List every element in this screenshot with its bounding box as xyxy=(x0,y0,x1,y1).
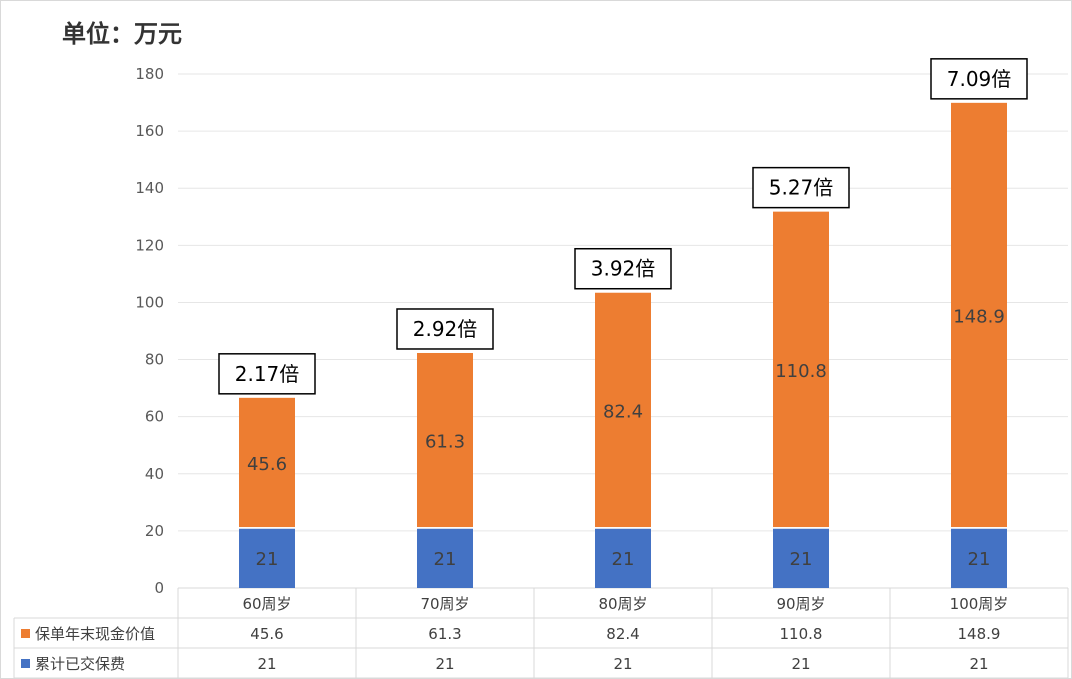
y-tick-label: 80 xyxy=(145,351,164,369)
y-tick-label: 100 xyxy=(135,293,164,311)
category-label: 90周岁 xyxy=(776,595,825,613)
category-label: 80周岁 xyxy=(598,595,647,613)
legend-key-premium xyxy=(21,659,30,668)
data-label-premium: 21 xyxy=(612,549,635,570)
legend-key-cash-value xyxy=(21,629,30,638)
bar-cash-value xyxy=(951,102,1007,528)
bar-cash-value xyxy=(239,397,295,528)
multiplier-box xyxy=(930,58,1028,100)
multiplier-label: 7.09倍 xyxy=(947,67,1012,91)
multiplier-box xyxy=(218,353,316,395)
data-label-cash-value: 82.4 xyxy=(603,401,643,422)
bar-premium xyxy=(417,528,473,588)
data-label-premium: 21 xyxy=(256,549,279,570)
category-label: 60周岁 xyxy=(242,595,291,613)
y-tick-label: 60 xyxy=(145,408,164,426)
legend-label-premium: 累计已交保费 xyxy=(35,655,125,673)
table-cell-cash-value: 61.3 xyxy=(428,625,461,643)
table-cell-cash-value: 148.9 xyxy=(958,625,1001,643)
y-tick-label: 40 xyxy=(145,465,164,483)
category-label: 100周岁 xyxy=(950,595,1009,613)
bar-cash-value xyxy=(773,211,829,528)
multiplier-label: 2.17倍 xyxy=(235,362,300,386)
bar-premium xyxy=(951,528,1007,588)
data-label-premium: 21 xyxy=(968,549,991,570)
bar-premium xyxy=(595,528,651,588)
legend-label-cash-value: 保单年末现金价值 xyxy=(35,625,155,643)
data-label-cash-value: 45.6 xyxy=(247,454,287,475)
table-cell-cash-value: 110.8 xyxy=(780,625,823,643)
data-label-premium: 21 xyxy=(434,549,457,570)
table-cell-premium: 21 xyxy=(435,655,454,673)
multiplier-label: 3.92倍 xyxy=(591,257,656,281)
bar-cash-value xyxy=(595,292,651,528)
data-label-cash-value: 148.9 xyxy=(953,306,1005,327)
table-cell-premium: 21 xyxy=(257,655,276,673)
multiplier-label: 2.92倍 xyxy=(413,317,478,341)
y-tick-label: 180 xyxy=(135,65,164,83)
data-label-premium: 21 xyxy=(790,549,813,570)
bar-cash-value xyxy=(417,352,473,528)
y-tick-label: 120 xyxy=(135,236,164,254)
table-cell-premium: 21 xyxy=(969,655,988,673)
table-cell-cash-value: 45.6 xyxy=(250,625,283,643)
table-cell-premium: 21 xyxy=(613,655,632,673)
y-tick-label: 140 xyxy=(135,179,164,197)
multiplier-box xyxy=(574,247,672,290)
table-cell-cash-value: 82.4 xyxy=(606,625,639,643)
multiplier-box xyxy=(752,166,850,209)
unit-label: 单位：万元 xyxy=(62,20,182,48)
bar-premium xyxy=(239,528,295,588)
multiplier-box xyxy=(396,308,494,350)
table-cell-premium: 21 xyxy=(791,655,810,673)
y-tick-label: 20 xyxy=(145,522,164,540)
data-label-cash-value: 61.3 xyxy=(425,432,465,453)
y-tick-label: 0 xyxy=(154,579,164,597)
y-tick-label: 160 xyxy=(135,122,164,140)
category-label: 70周岁 xyxy=(420,595,469,613)
bar-premium xyxy=(773,528,829,588)
data-label-cash-value: 110.8 xyxy=(775,361,827,382)
multiplier-label: 5.27倍 xyxy=(769,176,834,200)
